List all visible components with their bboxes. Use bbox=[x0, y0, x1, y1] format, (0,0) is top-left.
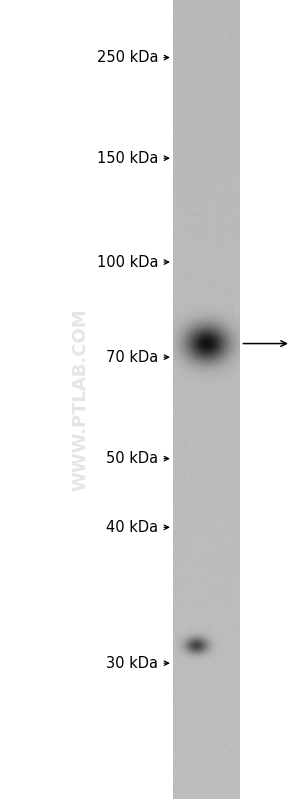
Text: 250 kDa: 250 kDa bbox=[97, 50, 158, 65]
Text: 40 kDa: 40 kDa bbox=[106, 520, 158, 535]
Text: WWW.PTLAB.COM: WWW.PTLAB.COM bbox=[72, 308, 90, 491]
Text: 70 kDa: 70 kDa bbox=[106, 350, 158, 364]
Text: 100 kDa: 100 kDa bbox=[97, 255, 158, 269]
Text: 30 kDa: 30 kDa bbox=[106, 656, 158, 670]
Text: 50 kDa: 50 kDa bbox=[106, 451, 158, 466]
Text: 150 kDa: 150 kDa bbox=[97, 151, 158, 165]
